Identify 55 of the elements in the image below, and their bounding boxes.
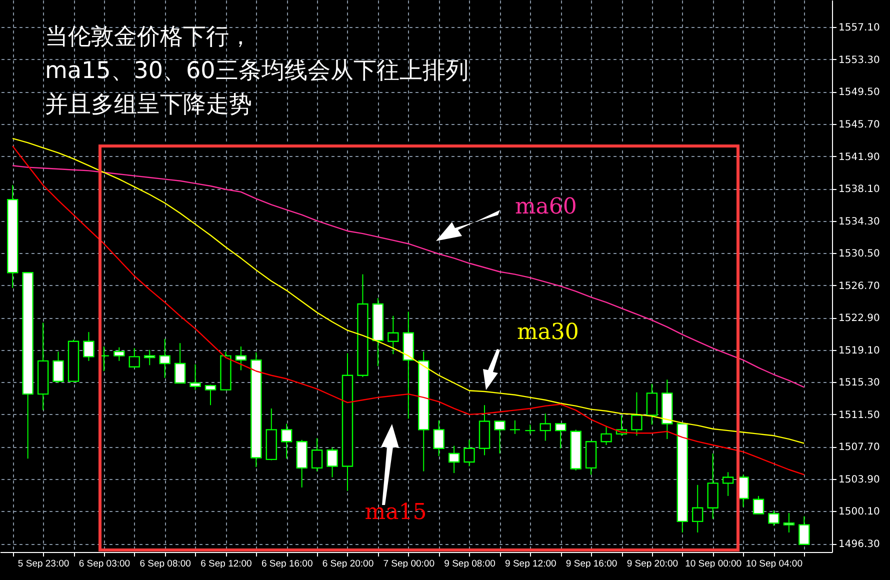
candlestick [631,392,642,436]
text: ma30 [516,320,579,345]
candlestick [83,332,94,362]
y-tick-label: 1526.70 [838,280,880,292]
candlestick [555,423,566,449]
candlestick [190,364,201,390]
candlestick [311,438,323,472]
y-tick-label: 1522.90 [838,313,880,324]
y-tick-label: 1545.70 [838,119,880,130]
y-tick-label: 1519.10 [838,345,880,356]
text: ma60 [514,194,577,220]
y-tick-label: 1557.10 [838,22,880,34]
candlestick [433,420,444,457]
text: ma15 [364,500,427,525]
candlestick [281,423,292,460]
candlestick [464,439,475,467]
candlestick [722,472,734,496]
candlestick [159,338,170,378]
annotation: 并且多组呈下降走势 [45,92,252,118]
line-series [12,165,805,388]
candlestick [768,510,780,526]
candlestick [540,413,551,442]
candlestick [752,495,764,514]
y-tick-label: 1503.90 [838,474,880,486]
candlestick [144,349,156,366]
candlestick [128,348,140,368]
y-tick-label: 1553.30 [838,54,880,66]
candlestick [52,351,64,384]
candlestick [235,346,247,371]
candlestick [114,346,125,362]
candlestick [646,383,658,426]
y-tick-label: 1500.10 [838,506,880,518]
y-tick-label: 1530.50 [838,248,880,260]
candlestick [448,445,460,474]
y-tick-label: 1507.70 [838,442,880,454]
y-tick-label: 1496.30 [838,539,880,550]
candlestick [388,315,399,355]
candlestick [783,512,795,533]
y-tick-label: 1511.50 [838,410,880,421]
candlestick [326,447,338,478]
candlestick [600,426,612,446]
annotation: ma15、30、60三条均线会从下往上排列 [45,58,468,84]
candlestick [524,424,536,434]
candlestick [494,420,506,454]
y-tick-label: 1541.90 [838,152,880,163]
candlestick [509,420,521,434]
candlestick [174,342,186,384]
y-tick-label: 1549.50 [838,87,880,98]
y-tick-label: 1534.30 [838,216,880,228]
candlestick [798,516,810,545]
candlestick [204,384,216,406]
y-tick-label: 1515.30 [838,378,880,389]
y-tick-label: 1538.10 [838,184,880,196]
candlestick [692,484,704,533]
text: 当伦敦金价格下行， [45,24,252,50]
